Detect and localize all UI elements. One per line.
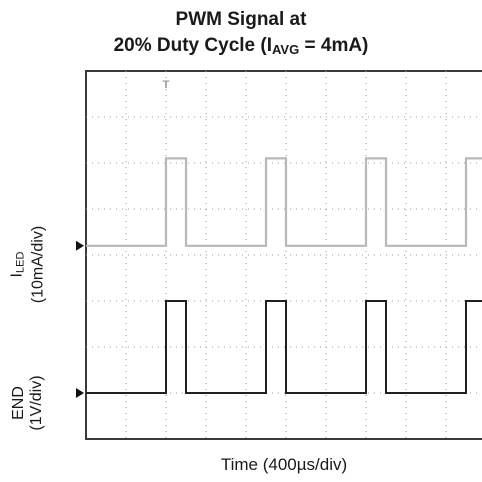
- trigger-marker: T: [163, 79, 170, 91]
- ylabel-iled: ILED (10mA/div): [8, 225, 47, 304]
- chart-title-line1: PWM Signal at: [175, 9, 307, 30]
- x-axis-label: Time (400µs/div): [220, 455, 348, 474]
- trace-end: [86, 300, 482, 394]
- baseline-marker-end: [76, 388, 84, 398]
- chart-title-line2: 20% Duty Cycle (IAVG = 4mA): [113, 35, 369, 57]
- baseline-marker-i-led: [76, 240, 84, 251]
- trace-i-led: [86, 157, 482, 247]
- ylabel-end: END (1V/div): [10, 375, 45, 431]
